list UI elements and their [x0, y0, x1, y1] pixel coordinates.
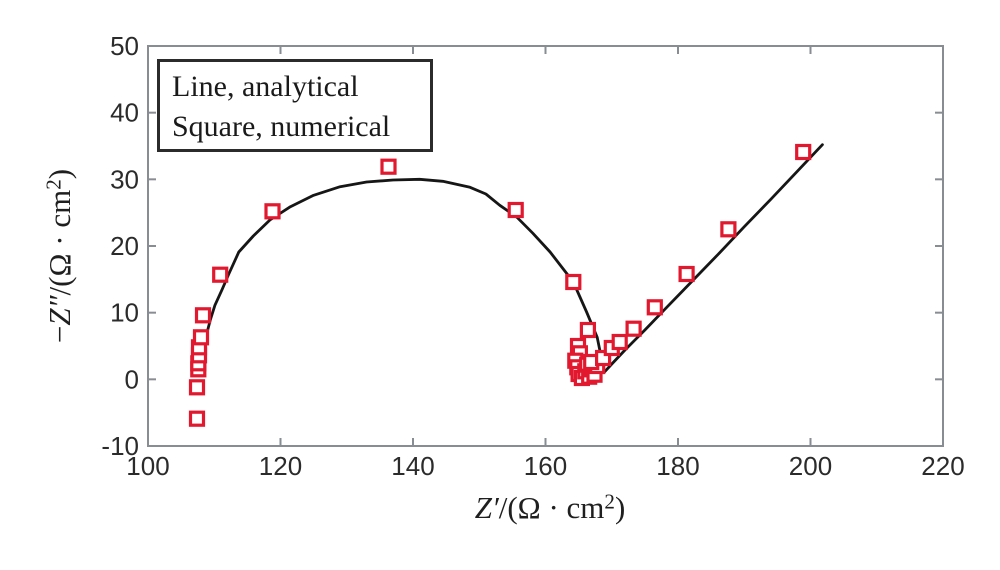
x-axis-units-exponent: 2 — [604, 489, 615, 514]
y-axis-units-exponent: 2 — [41, 179, 66, 190]
numerical-marker — [720, 221, 737, 238]
numerical-marker — [565, 273, 582, 291]
y-tick-label: 10 — [110, 298, 139, 328]
numerical-marker — [192, 329, 210, 346]
numerical-marker — [194, 307, 212, 324]
numerical-marker — [646, 299, 663, 316]
y-tick-label: 20 — [110, 231, 139, 261]
y-tick-label: 30 — [110, 164, 139, 194]
numerical-marker — [188, 410, 206, 427]
numerical-marker — [264, 203, 281, 220]
x-tick-label: 200 — [789, 451, 832, 481]
x-tick-label: 140 — [391, 451, 434, 481]
numerical-marker — [212, 266, 229, 283]
y-tick-label: -10 — [101, 431, 139, 461]
legend-item-numerical: Square, numerical — [172, 110, 391, 143]
x-tick-label: 100 — [126, 451, 169, 481]
numerical-marker — [188, 379, 206, 396]
numerical-marker — [380, 158, 397, 175]
x-axis-label: Z′/(Ω · cm2) — [475, 490, 626, 526]
x-tick-label: 120 — [259, 451, 302, 481]
y-axis-label: −Z″/(Ω · cm2) — [42, 169, 78, 343]
x-axis-units-close: ) — [614, 490, 626, 525]
y-axis-units-open: /(Ω · cm — [42, 189, 77, 296]
x-tick-label: 220 — [921, 451, 964, 481]
numerical-marker — [625, 320, 642, 337]
y-axis-units-close: ) — [42, 168, 77, 180]
analytical-line — [201, 143, 824, 375]
y-axis-symbol: Z″ — [42, 295, 77, 326]
legend-box: Line, analytical Square, numerical — [157, 59, 433, 152]
numerical-marker — [795, 143, 812, 161]
numerical-marker — [611, 333, 628, 351]
y-tick-label: 50 — [110, 31, 139, 61]
numerical-marker — [507, 201, 524, 219]
x-axis-units-open: /(Ω · cm — [498, 490, 605, 525]
y-tick-label: 40 — [110, 98, 139, 128]
y-tick-label: 0 — [125, 364, 139, 394]
y-axis-minus-sign: − — [42, 325, 77, 344]
x-axis-symbol: Z′ — [474, 490, 499, 525]
numerical-marker — [678, 265, 695, 283]
x-tick-label: 160 — [524, 451, 567, 481]
legend-item-analytical: Line, analytical — [172, 70, 359, 103]
x-tick-label: 180 — [656, 451, 699, 481]
numerical-marker — [579, 321, 597, 339]
